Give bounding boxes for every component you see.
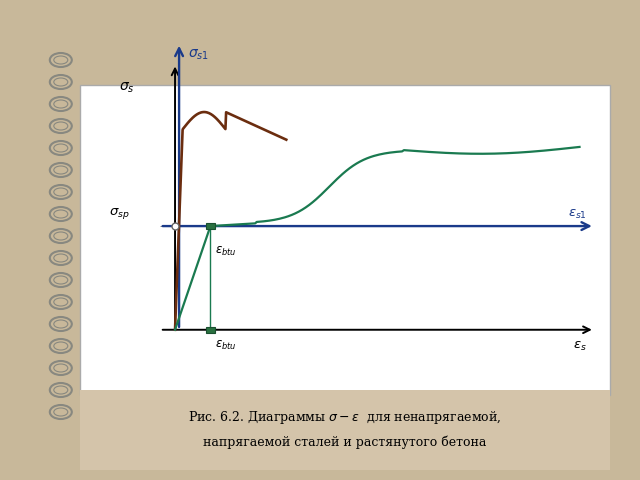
Text: $\varepsilon_{btu}$: $\varepsilon_{btu}$ <box>216 245 237 258</box>
Ellipse shape <box>54 298 68 306</box>
Bar <box>206 223 215 229</box>
Ellipse shape <box>54 386 68 394</box>
Text: $\sigma_{s1}$: $\sigma_{s1}$ <box>188 48 209 62</box>
Ellipse shape <box>54 166 68 174</box>
Ellipse shape <box>54 408 68 416</box>
Ellipse shape <box>54 254 68 262</box>
Text: $\sigma_{sp}$: $\sigma_{sp}$ <box>109 206 130 221</box>
Ellipse shape <box>54 210 68 218</box>
Text: Рис. 6.2. Диаграммы $\sigma - \varepsilon$  для ненапрягаемой,: Рис. 6.2. Диаграммы $\sigma - \varepsilo… <box>188 409 502 427</box>
Ellipse shape <box>54 122 68 130</box>
Ellipse shape <box>54 342 68 350</box>
Text: $\varepsilon_{s1}$: $\varepsilon_{s1}$ <box>568 208 587 221</box>
Ellipse shape <box>54 56 68 64</box>
Ellipse shape <box>54 188 68 196</box>
FancyBboxPatch shape <box>80 85 610 395</box>
Ellipse shape <box>54 100 68 108</box>
Text: $\varepsilon_{btu}$: $\varepsilon_{btu}$ <box>216 338 237 351</box>
FancyBboxPatch shape <box>80 390 610 470</box>
Ellipse shape <box>54 144 68 152</box>
Ellipse shape <box>54 78 68 86</box>
Text: $\sigma_{s}$: $\sigma_{s}$ <box>120 81 135 95</box>
Ellipse shape <box>54 364 68 372</box>
Ellipse shape <box>54 320 68 328</box>
Text: $\varepsilon_{s}$: $\varepsilon_{s}$ <box>573 340 587 353</box>
Ellipse shape <box>54 276 68 284</box>
Ellipse shape <box>54 232 68 240</box>
Bar <box>206 327 215 333</box>
Text: напрягаемой сталей и растянутого бетона: напрягаемой сталей и растянутого бетона <box>204 435 486 449</box>
